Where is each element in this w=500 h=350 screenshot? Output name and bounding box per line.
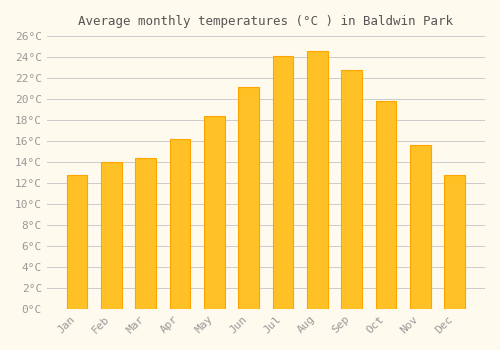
- Bar: [238, 88, 259, 309]
- Bar: [136, 158, 156, 309]
- Bar: [273, 56, 293, 309]
- Bar: [410, 145, 430, 309]
- Bar: [444, 175, 465, 309]
- Bar: [204, 116, 225, 309]
- Title: Average monthly temperatures (°C ) in Baldwin Park: Average monthly temperatures (°C ) in Ba…: [78, 15, 454, 28]
- Bar: [170, 139, 190, 309]
- Bar: [67, 175, 87, 309]
- Bar: [307, 51, 328, 309]
- Bar: [376, 101, 396, 309]
- Bar: [101, 162, 121, 309]
- Bar: [342, 70, 362, 309]
